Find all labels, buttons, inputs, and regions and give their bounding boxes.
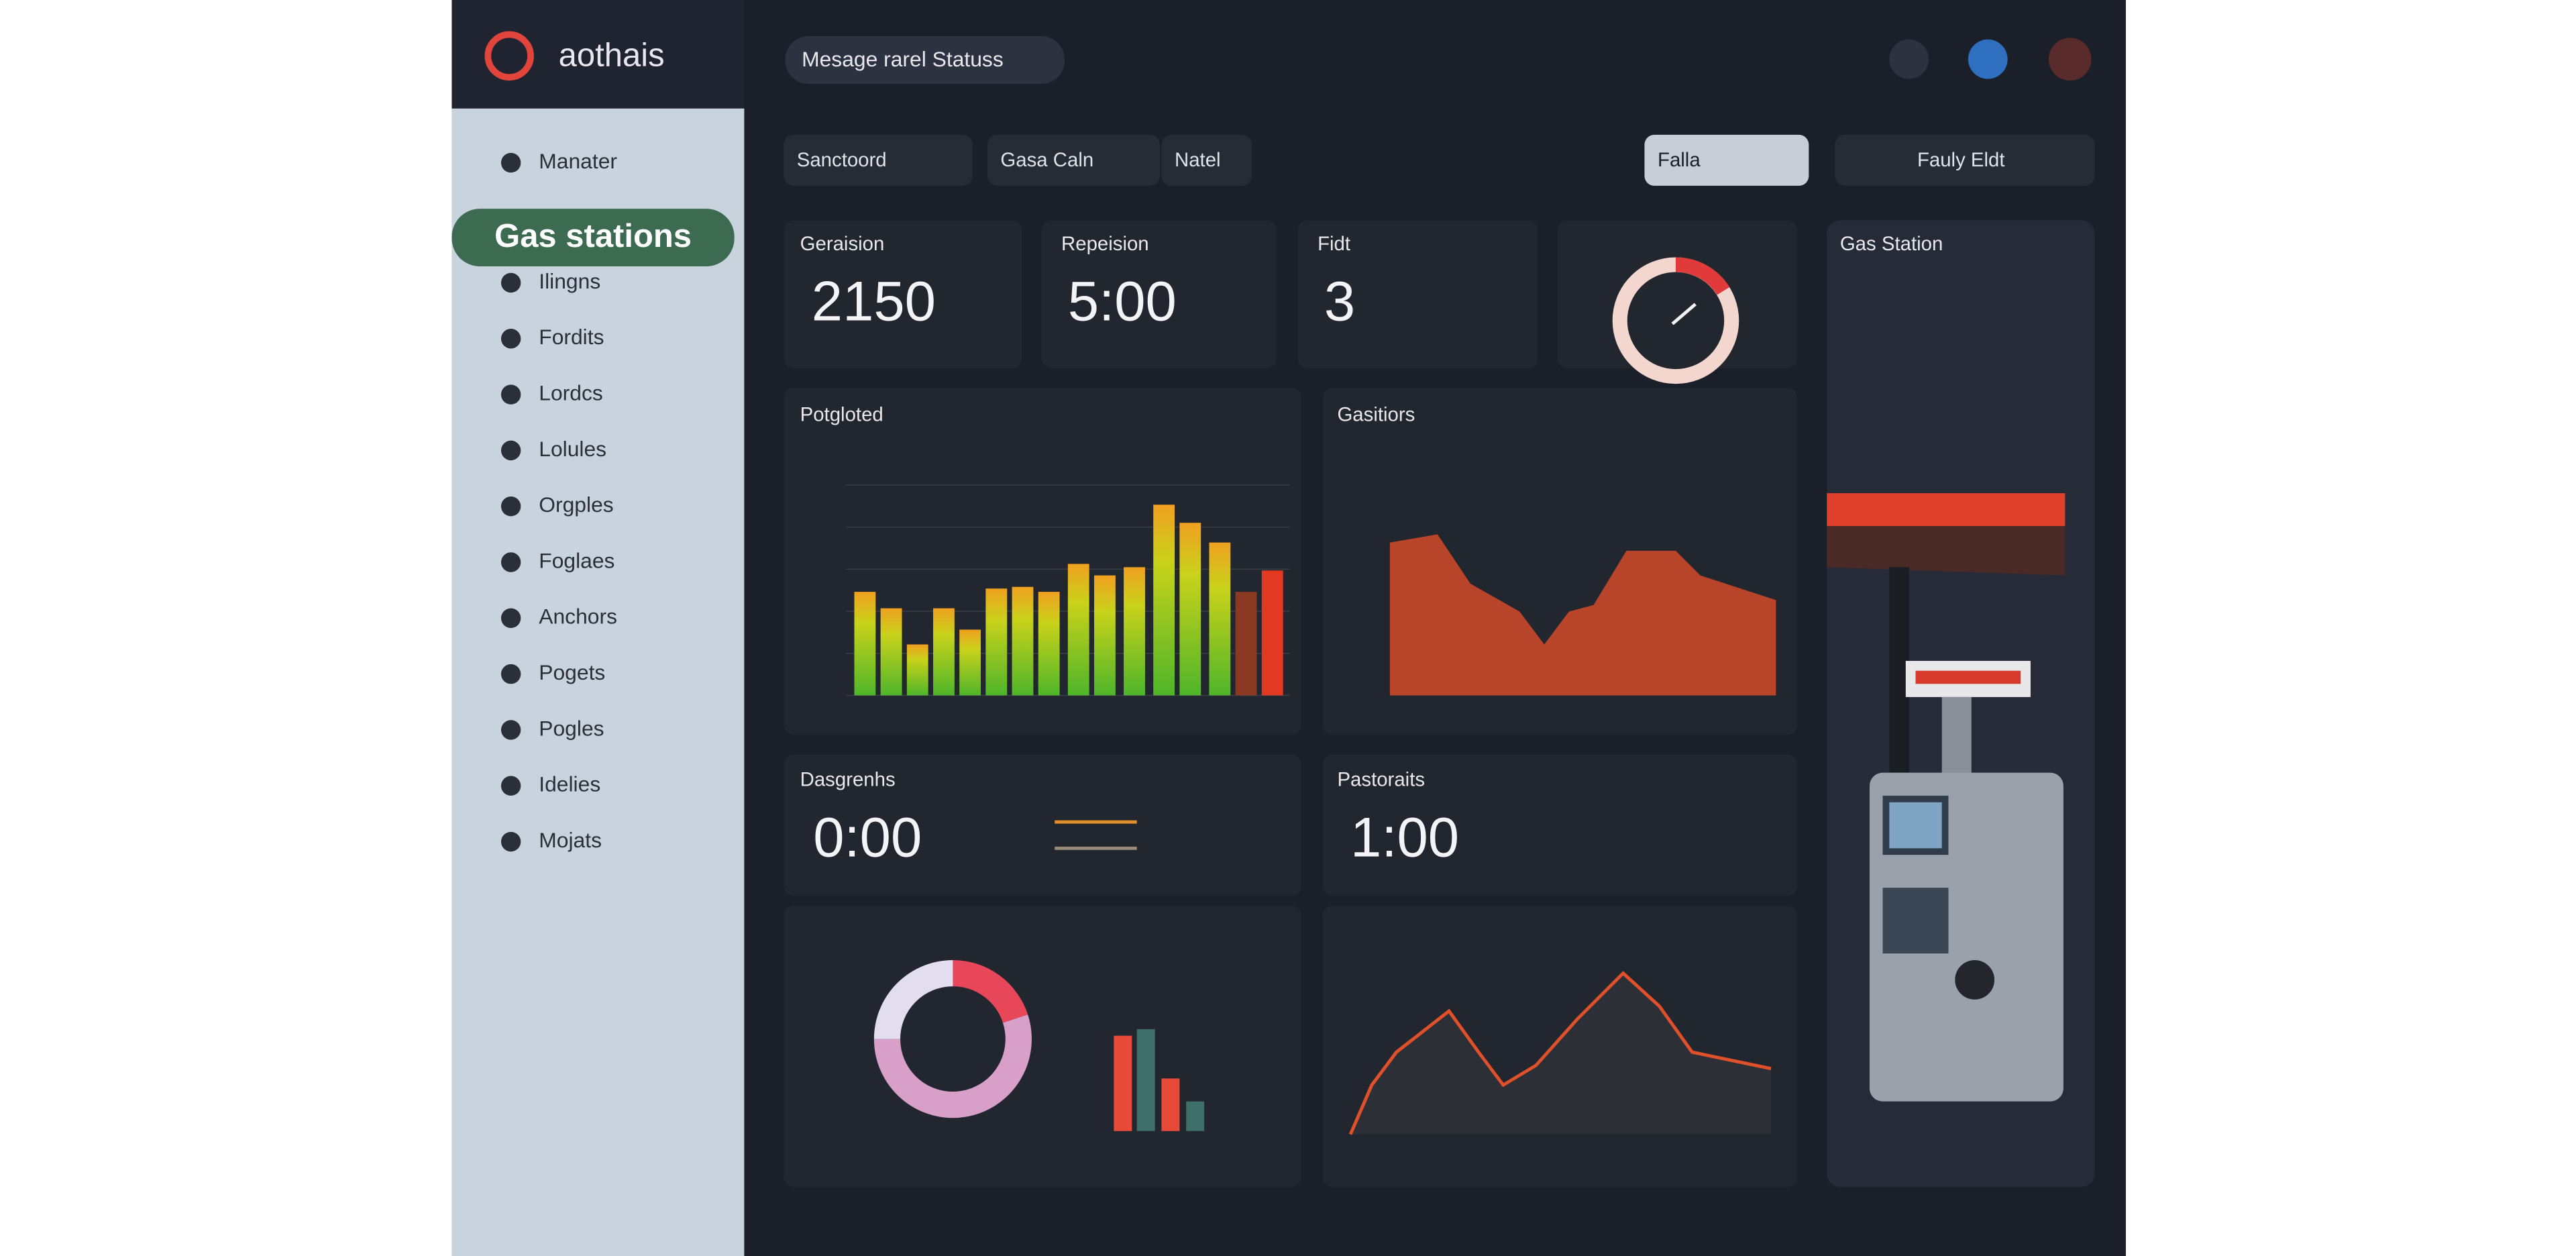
filter-label: Sanctoord	[797, 149, 887, 171]
sidebar-icon	[500, 608, 521, 628]
sidebar-icon	[500, 152, 521, 173]
sidebar-icon	[500, 552, 521, 572]
status-pill	[785, 36, 1065, 84]
sidebar-label[interactable]: Lolules	[539, 437, 606, 461]
panel-title: Gasitiors	[1337, 404, 1415, 426]
bar	[1012, 586, 1034, 696]
time-value: 0:00	[813, 806, 922, 869]
bar	[1067, 564, 1089, 696]
sidebar-icon	[500, 776, 521, 796]
donut-slice	[873, 959, 954, 1040]
bar	[1094, 575, 1116, 696]
sidebar-label[interactable]: Idelies	[539, 772, 600, 796]
sidebar-icon	[500, 272, 521, 293]
bar	[985, 588, 1008, 696]
bar	[1124, 567, 1145, 696]
sidebar-label: Gas stations	[494, 218, 692, 254]
sidebar-label[interactable]: Pogles	[539, 716, 604, 740]
time-value: 1:00	[1350, 806, 1459, 869]
sidebar-label[interactable]: Foglaes	[539, 548, 614, 572]
bar	[854, 592, 876, 696]
panel-title: Gas Station	[1840, 233, 1943, 255]
gauge-needle	[1671, 303, 1697, 325]
gas-station-image	[1827, 493, 2065, 1102]
filter-button[interactable]	[1161, 134, 1252, 186]
filter-label: Gasa Caln	[1000, 149, 1093, 171]
sidebar	[451, 108, 745, 1256]
logo-icon	[484, 31, 534, 81]
bar	[1153, 505, 1175, 696]
sidebar-label[interactable]: Orgples	[539, 492, 613, 517]
panel-title: Pastoraits	[1337, 769, 1425, 791]
icon-user[interactable]	[1968, 39, 2008, 79]
sidebar-label[interactable]: Fordits	[539, 325, 604, 349]
stat-title: Repeision	[1061, 233, 1149, 255]
panel-title: Dasgrenhs	[800, 769, 896, 791]
sidebar-icon	[500, 384, 521, 405]
filter-button[interactable]	[1644, 134, 1809, 186]
sidebar-label[interactable]: Ilingns	[539, 269, 600, 293]
area	[1389, 534, 1776, 696]
stat-value: 3	[1324, 270, 1355, 333]
bar	[1261, 570, 1283, 696]
bar	[880, 608, 902, 696]
sidebar-icon	[500, 440, 521, 461]
bar	[1038, 592, 1060, 696]
stat-title: Geraision	[800, 233, 885, 255]
logo-bar	[451, 0, 745, 109]
stat-title: Fidt	[1318, 233, 1350, 255]
donut-slice	[952, 959, 1028, 1024]
stat-value: 5:00	[1068, 270, 1177, 333]
sidebar-icon	[500, 831, 521, 852]
sidebar-label[interactable]: Pogets	[539, 660, 605, 684]
panel-title: Potgloted	[800, 404, 883, 426]
icon-settings[interactable]	[1889, 39, 1929, 79]
avatar[interactable]	[2048, 38, 2092, 81]
sidebar-icon	[500, 720, 521, 740]
bar	[1114, 1035, 1132, 1131]
filter-button[interactable]	[987, 134, 1160, 186]
filter-label: Fauly Eldt	[1917, 149, 2005, 171]
sidebar-label[interactable]: Lordcs	[539, 380, 603, 405]
bar	[906, 644, 928, 696]
sidebar-item-active[interactable]	[451, 209, 735, 266]
status-text: Mesage rarel Statuss	[802, 47, 1004, 71]
sidebar-label[interactable]: Mojats	[539, 828, 602, 852]
bar	[1235, 592, 1257, 696]
gauge-arc	[1675, 257, 1730, 295]
filter-label: Natel	[1175, 149, 1221, 171]
sidebar-label[interactable]: Anchors	[539, 605, 617, 629]
filter-button[interactable]	[1835, 134, 2095, 186]
bar	[1209, 542, 1231, 696]
bar	[933, 608, 955, 696]
sidebar-icon	[500, 329, 521, 349]
bar	[1186, 1101, 1205, 1131]
donut-slice	[873, 1014, 1032, 1118]
bar	[1136, 1029, 1155, 1131]
stat-value: 2150	[812, 270, 936, 333]
sidebar-label[interactable]: Manater	[539, 149, 617, 173]
filter-button[interactable]	[784, 134, 973, 186]
line-area	[1350, 973, 1771, 1135]
bar	[1161, 1078, 1180, 1131]
line	[1348, 971, 1772, 1135]
bar	[959, 629, 981, 696]
logo-text: aothais	[559, 38, 665, 74]
sidebar-icon	[500, 664, 521, 684]
bar	[1179, 523, 1201, 696]
sidebar-icon	[500, 496, 521, 517]
filter-label: Falla	[1658, 149, 1701, 171]
